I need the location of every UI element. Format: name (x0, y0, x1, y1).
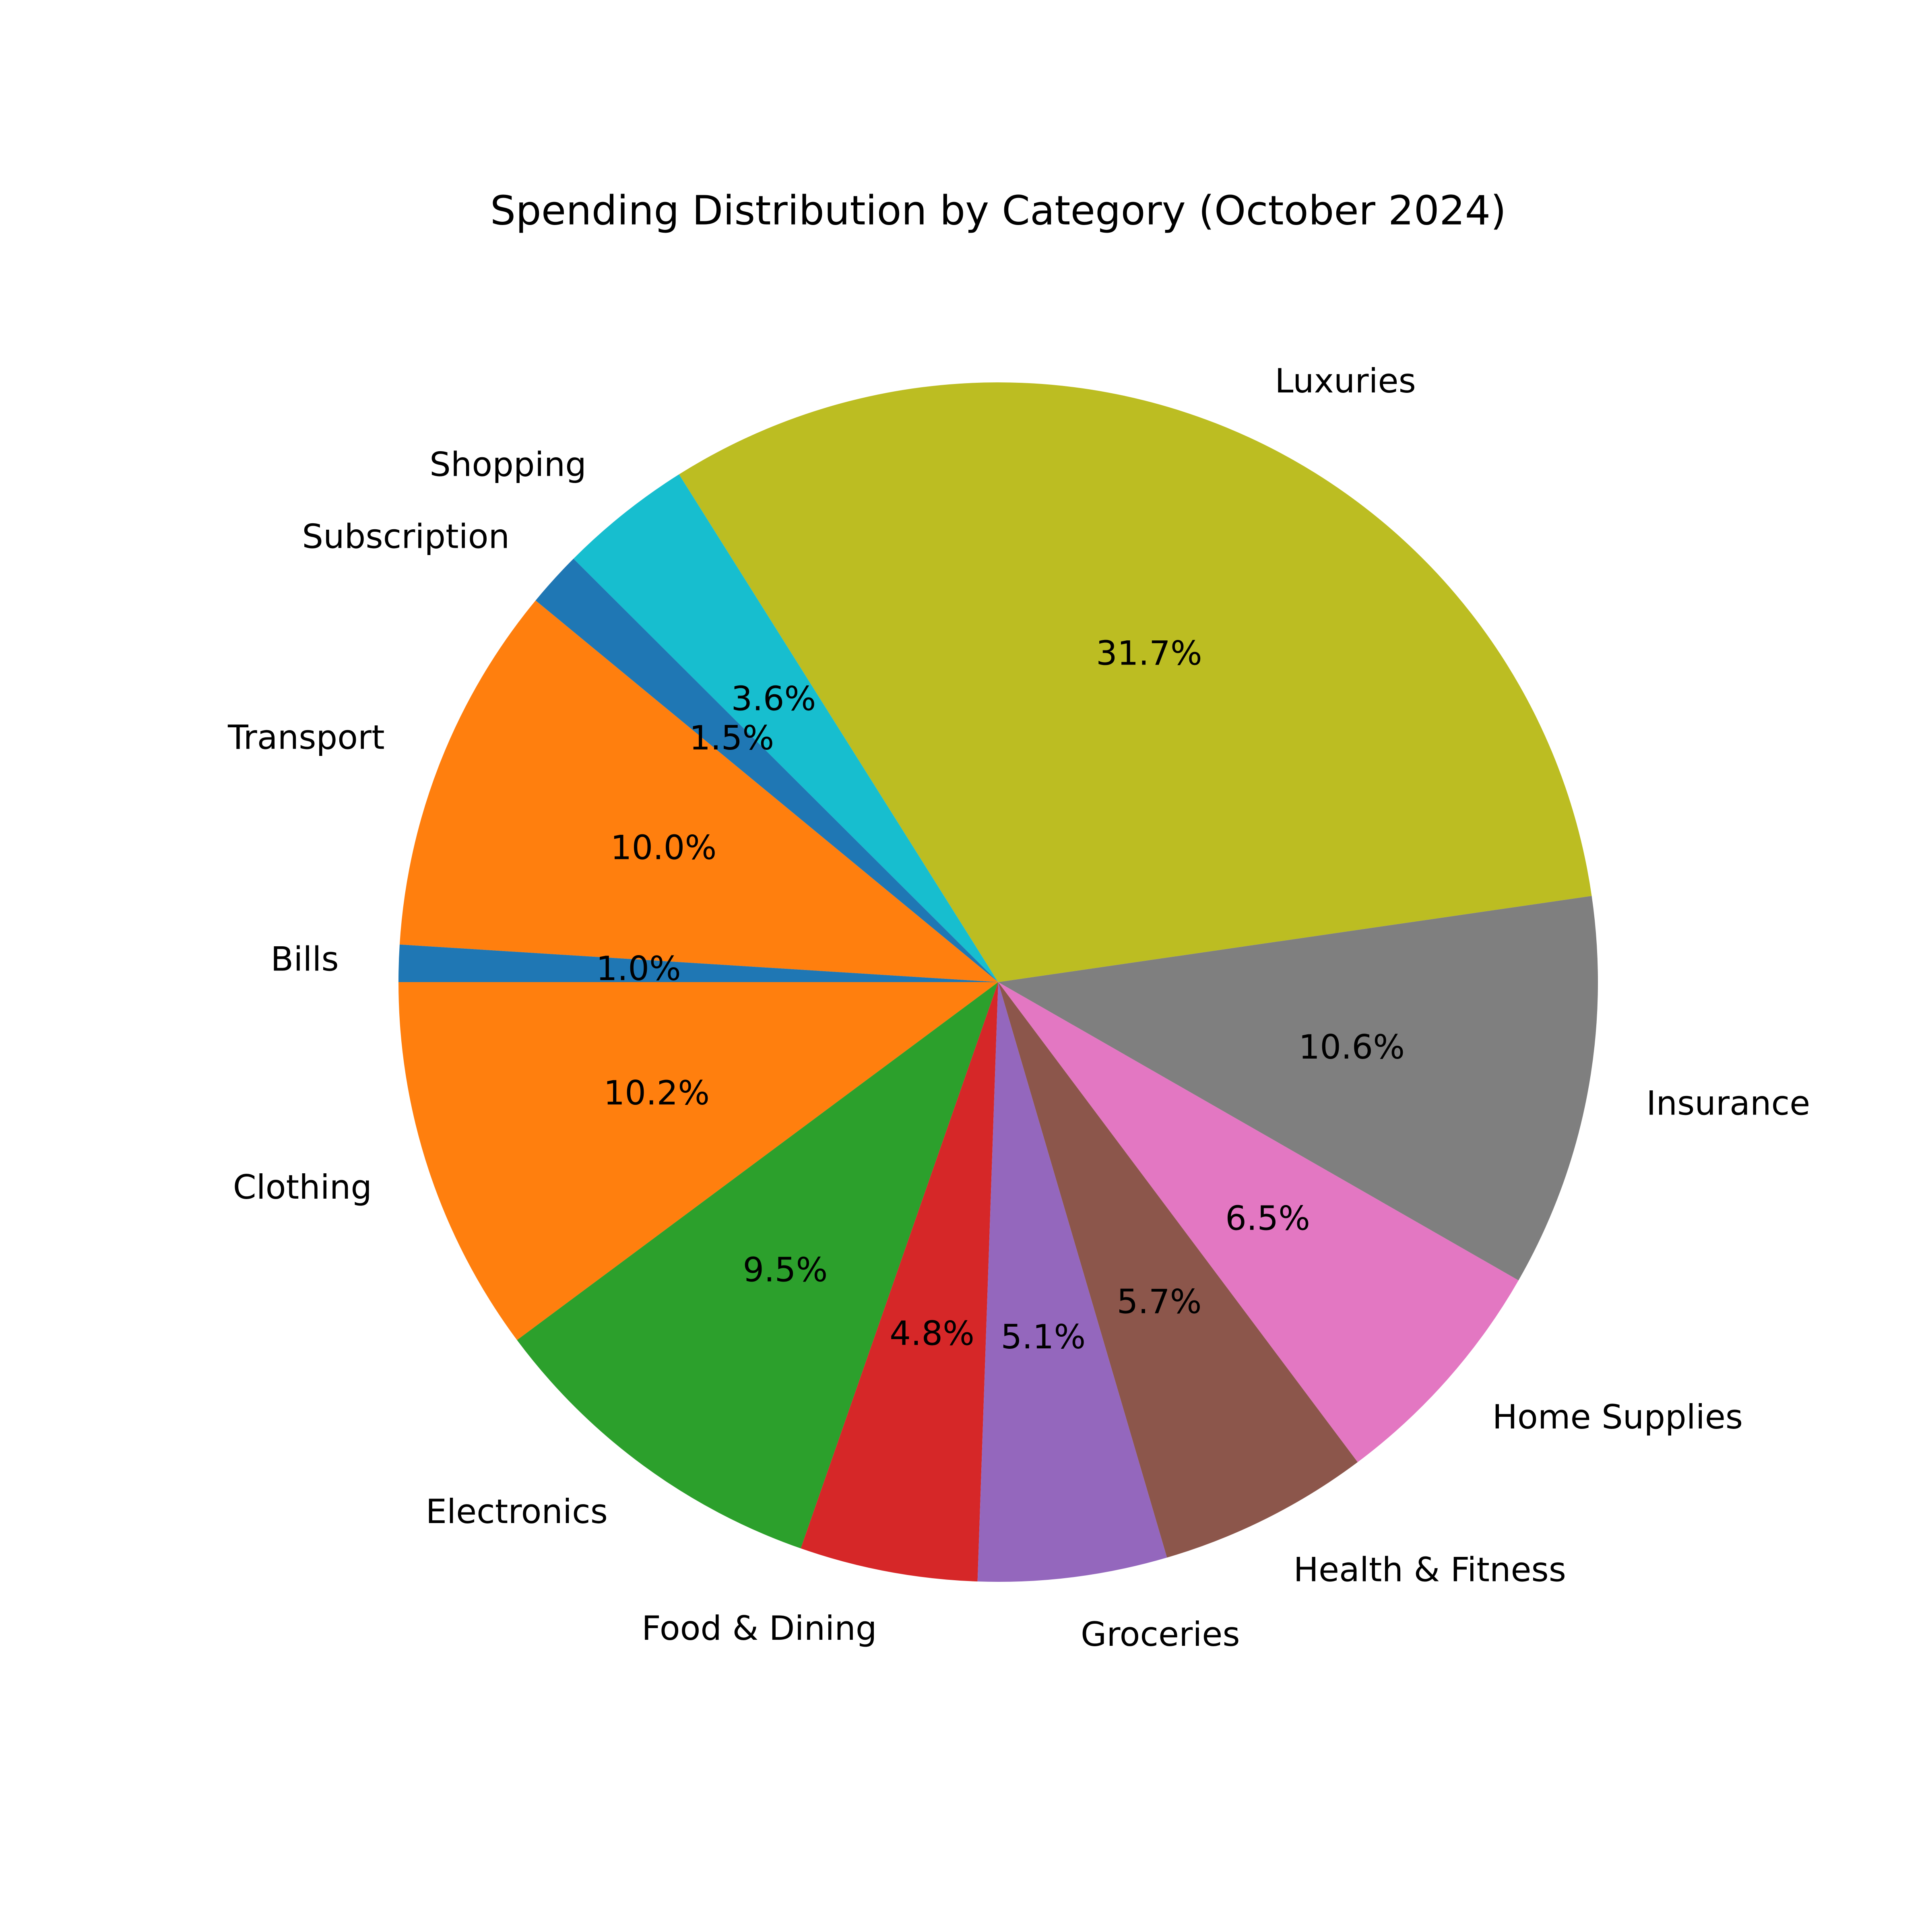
slice-percent-label: 9.5% (743, 1251, 828, 1290)
pie-slice (679, 382, 1592, 982)
chart-title: Spending Distribution by Category (Octob… (490, 187, 1506, 234)
pie-slice (535, 559, 998, 982)
slice-category-label: Bills (270, 940, 339, 979)
slice-category-label: Electronics (426, 1492, 608, 1531)
slice-percent-label: 5.7% (1117, 1282, 1202, 1321)
slice-percent-label: 1.0% (596, 949, 681, 988)
slice-category-label: Clothing (233, 1168, 372, 1207)
category-labels: Clothing Electronics Food & Dining Grocerie… (227, 361, 1810, 1654)
pie-slice (398, 982, 998, 1340)
slice-category-label: Luxuries (1275, 361, 1416, 400)
slice-category-label: Insurance (1646, 1084, 1810, 1123)
slice-percent-label: 10.6% (1298, 1028, 1405, 1067)
slice-percent-label: 5.1% (1001, 1317, 1086, 1356)
slice-category-label: Health & Fitness (1294, 1550, 1567, 1589)
slice-category-label: Subscription (302, 517, 510, 556)
slice-percent-label: 1.5% (689, 718, 774, 758)
slice-category-label: Food & Dining (642, 1609, 877, 1648)
slice-percent-label: 10.0% (611, 828, 717, 867)
slice-category-label: Home Supplies (1492, 1397, 1743, 1437)
slice-category-label: Groceries (1081, 1615, 1240, 1654)
pie-slice (517, 982, 998, 1548)
pie-slice (399, 600, 998, 982)
pie-slice (998, 982, 1358, 1558)
slice-category-label: Shopping (429, 445, 586, 484)
slice-percent-label: 31.7% (1096, 634, 1202, 673)
slice-percent-label: 4.8% (890, 1314, 974, 1353)
pie-slice (998, 896, 1598, 1280)
percent-labels: 10.2%9.5%4.8% 5.1%5.7%6.5%10.6%31.7%3.6%1… (596, 634, 1405, 1356)
pie-slice (801, 982, 998, 1582)
slice-percent-label: 10.2% (603, 1073, 710, 1113)
pie-slice (573, 474, 998, 982)
slice-category-label: Transport (227, 718, 384, 757)
pie-slice (398, 944, 998, 982)
slice-percent-label: 3.6% (731, 679, 816, 718)
slice-percent-label: 6.5% (1225, 1199, 1310, 1238)
pie-slice (977, 982, 1167, 1582)
pie-slice (998, 982, 1519, 1462)
pie-slices (398, 382, 1598, 1582)
